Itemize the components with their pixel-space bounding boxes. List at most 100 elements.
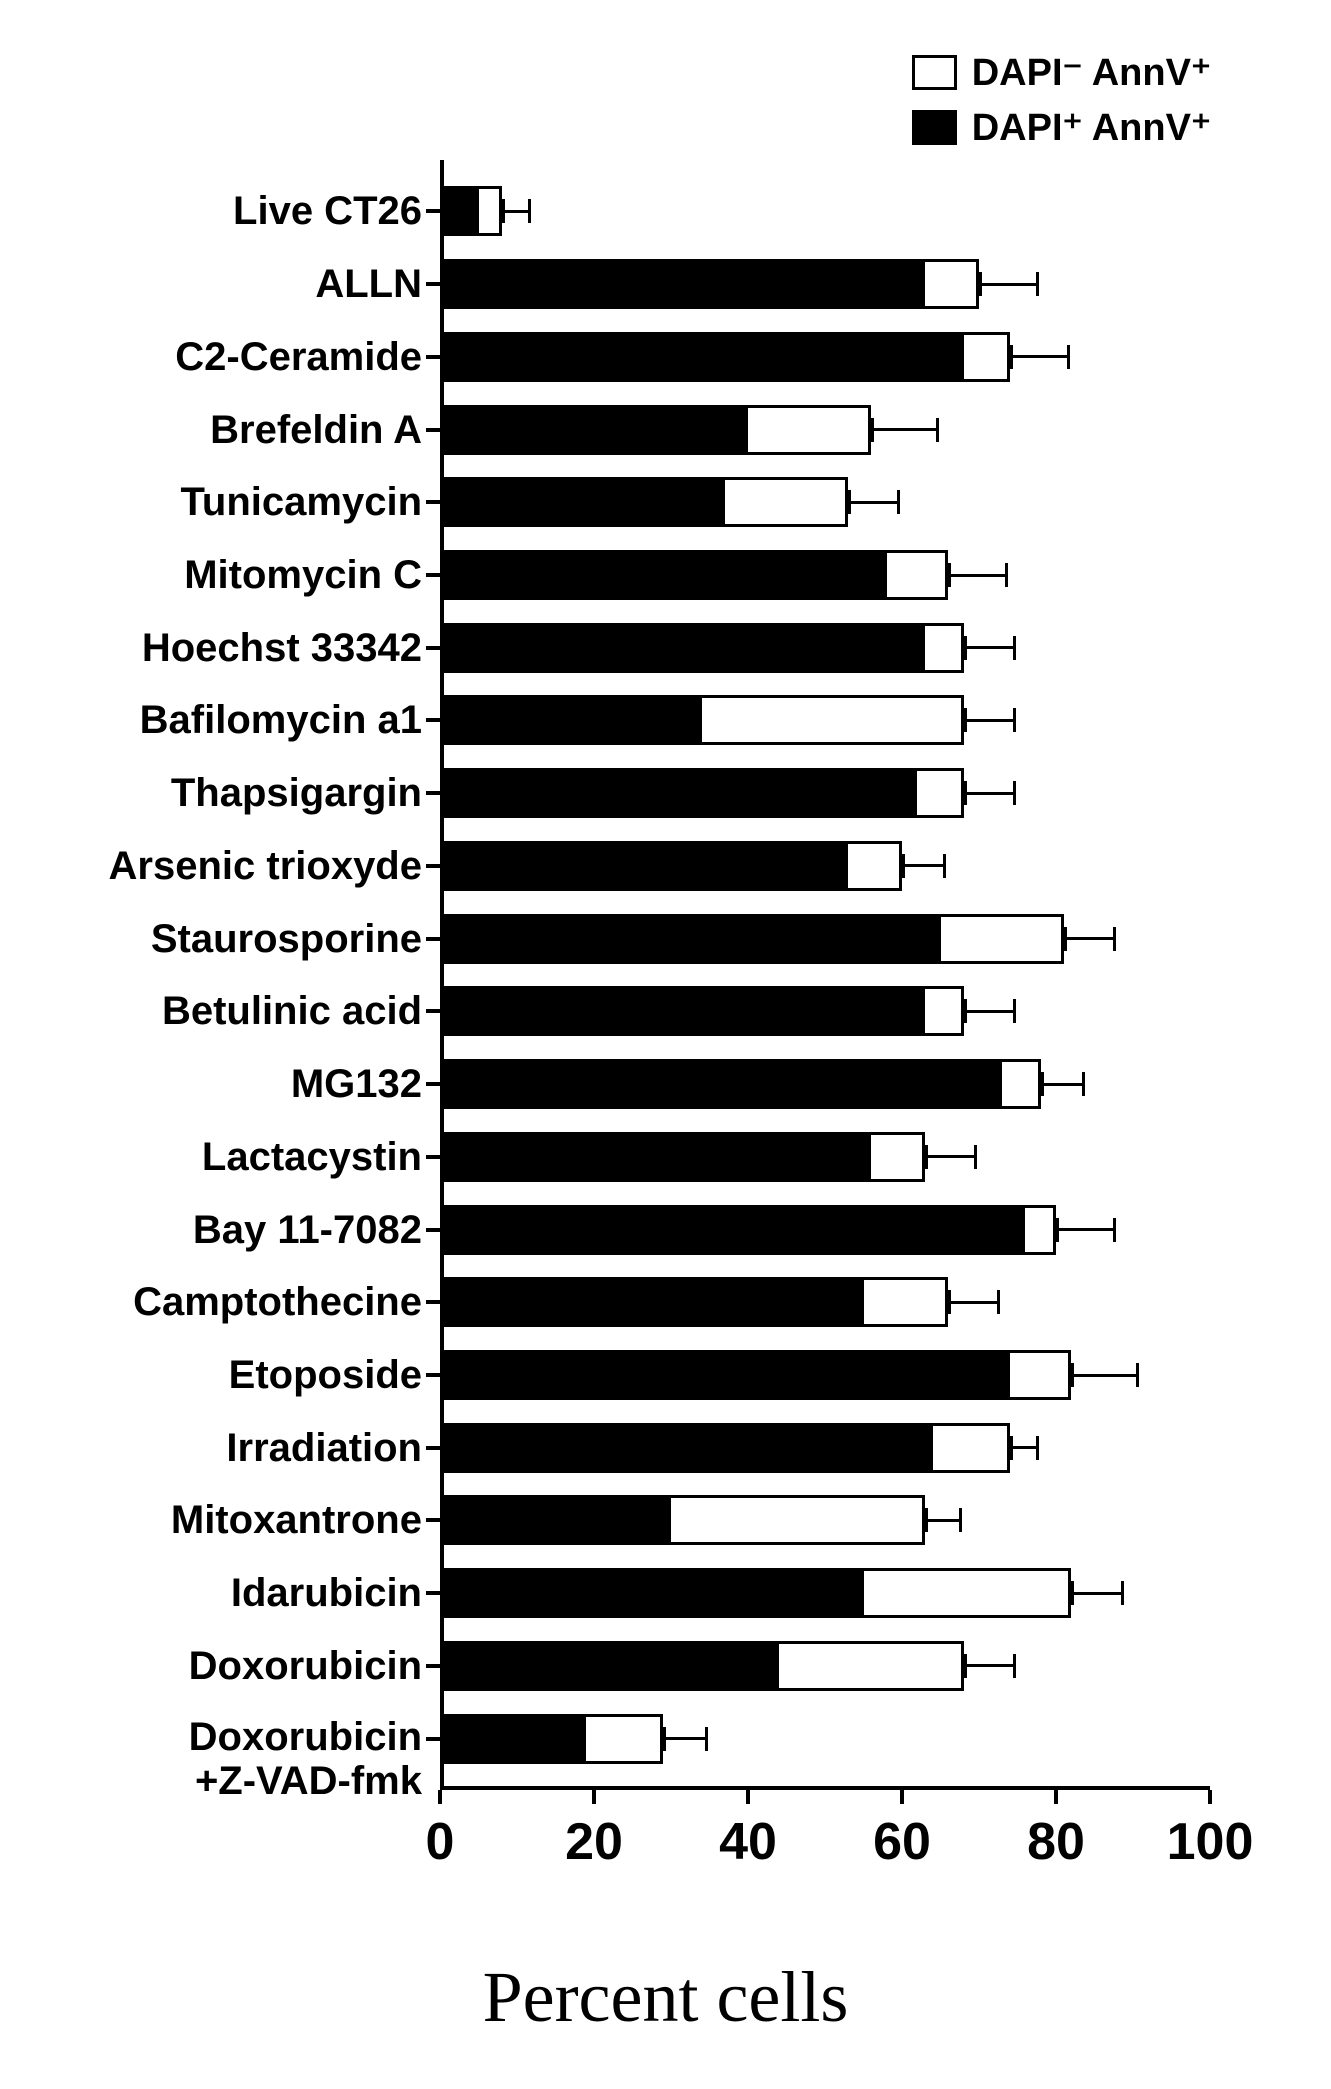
plot-area: Live CT26ALLNC2-CeramideBrefeldin ATunic…	[440, 160, 1210, 1790]
y-label-wrap: Lactacystin	[202, 1122, 440, 1192]
x-tick-label: 60	[873, 1790, 931, 1872]
bar-row	[440, 1132, 977, 1182]
y-label-line2: +Z-VAD-fmk	[189, 1759, 422, 1803]
bar-row	[440, 1495, 962, 1545]
y-label-wrap: C2-Ceramide	[175, 322, 440, 392]
y-label-wrap: Camptothecine	[133, 1267, 440, 1337]
bar-segment-dark	[440, 695, 702, 745]
y-label-wrap: Doxorubicin+Z-VAD-fmk	[189, 1704, 440, 1814]
y-label-wrap: Irradiation	[226, 1413, 440, 1483]
y-label-wrap: Mitomycin C	[184, 540, 440, 610]
y-label: Bay 11-7082	[193, 1208, 422, 1252]
y-label: Doxorubicin	[189, 1715, 422, 1759]
bar-segment-light	[933, 1423, 1010, 1473]
legend: DAPI⁻ AnnV⁺ DAPI⁺ AnnV⁺	[912, 50, 1211, 160]
y-label-wrap: Idarubicin	[231, 1558, 440, 1628]
bar-segment-light	[864, 1568, 1072, 1618]
error-bar	[1064, 914, 1116, 964]
bar-row	[440, 550, 1008, 600]
bar-segment-light	[925, 986, 964, 1036]
bar-row	[440, 1350, 1139, 1400]
bar-segment-dark	[440, 1059, 1002, 1109]
bar-row	[440, 768, 1016, 818]
bar-row	[440, 986, 1016, 1036]
error-bar	[502, 186, 531, 236]
bar-segment-dark	[440, 332, 964, 382]
error-bar	[948, 1277, 1000, 1327]
legend-item: DAPI⁺ AnnV⁺	[912, 105, 1211, 150]
bar-segment-light	[871, 1132, 925, 1182]
y-label: Doxorubicin	[189, 1644, 422, 1688]
y-label: Brefeldin A	[210, 408, 422, 452]
bar-segment-dark	[440, 1277, 864, 1327]
bar-segment-dark	[440, 1495, 671, 1545]
error-bar	[925, 1495, 962, 1545]
bar-segment-light	[779, 1641, 964, 1691]
bar-segment-light	[1025, 1205, 1056, 1255]
bar-segment-light	[925, 623, 964, 673]
bar-segment-dark	[440, 186, 479, 236]
bar-segment-dark	[440, 1350, 1010, 1400]
bar-row	[440, 259, 1039, 309]
y-label-wrap: Bay 11-7082	[193, 1195, 440, 1265]
x-tick-label: 0	[426, 1790, 455, 1872]
bar-segment-dark	[440, 1205, 1025, 1255]
bar-segment-dark	[440, 1132, 871, 1182]
y-label: Idarubicin	[231, 1571, 422, 1615]
bar-row	[440, 1205, 1116, 1255]
bar-segment-light	[887, 550, 949, 600]
bar-segment-light	[748, 405, 871, 455]
bar-segment-dark	[440, 550, 887, 600]
bar-row	[440, 623, 1016, 673]
bar-segment-light	[964, 332, 1010, 382]
bar-segment-dark	[440, 914, 941, 964]
y-label: MG132	[291, 1062, 422, 1106]
error-bar	[925, 1132, 977, 1182]
bar-segment-light	[917, 768, 963, 818]
bar-segment-light	[671, 1495, 925, 1545]
bar-row	[440, 405, 939, 455]
bar-segment-dark	[440, 623, 925, 673]
y-label-wrap: Brefeldin A	[210, 395, 440, 465]
y-label: Camptothecine	[133, 1280, 422, 1324]
y-label-wrap: Tunicamycin	[180, 467, 440, 537]
y-label-wrap: Thapsigargin	[171, 758, 440, 828]
error-bar	[964, 1641, 1016, 1691]
bar-segment-light	[479, 186, 502, 236]
bar-row	[440, 332, 1070, 382]
bar-segment-light	[941, 914, 1064, 964]
bar-row	[440, 695, 1016, 745]
bar-row	[440, 477, 900, 527]
bar-row	[440, 1423, 1039, 1473]
error-bar	[902, 841, 947, 891]
x-tick-label: 100	[1167, 1790, 1254, 1872]
y-label: Staurosporine	[151, 917, 422, 961]
x-tick-label: 40	[719, 1790, 777, 1872]
bar-row	[440, 914, 1116, 964]
bar-row	[440, 186, 531, 236]
bar-segment-dark	[440, 768, 917, 818]
y-label: Mitomycin C	[184, 553, 422, 597]
y-label-wrap: ALLN	[315, 249, 440, 319]
y-label: Tunicamycin	[180, 480, 422, 524]
error-bar	[1056, 1205, 1116, 1255]
bar-row	[440, 1059, 1085, 1109]
x-tick-label: 80	[1027, 1790, 1085, 1872]
error-bar	[979, 259, 1039, 309]
error-bar	[1041, 1059, 1086, 1109]
y-label-wrap: Arsenic trioxyde	[109, 831, 440, 901]
x-axis-title: Percent cells	[483, 1956, 849, 2039]
bar-segment-light	[1010, 1350, 1072, 1400]
y-label: Arsenic trioxyde	[109, 844, 422, 888]
bar-segment-dark	[440, 1641, 779, 1691]
legend-swatch-dark	[912, 110, 957, 145]
y-label: Bafilomycin a1	[140, 698, 422, 742]
bar-segment-light	[1002, 1059, 1041, 1109]
y-label: Etoposide	[229, 1353, 422, 1397]
y-label-wrap: Staurosporine	[151, 904, 440, 974]
y-label: Irradiation	[226, 1426, 422, 1470]
y-label: Mitoxantrone	[171, 1498, 422, 1542]
y-label: Betulinic acid	[162, 989, 422, 1033]
y-label-wrap: Bafilomycin a1	[140, 685, 440, 755]
legend-label: DAPI⁻ AnnV⁺	[972, 50, 1211, 95]
